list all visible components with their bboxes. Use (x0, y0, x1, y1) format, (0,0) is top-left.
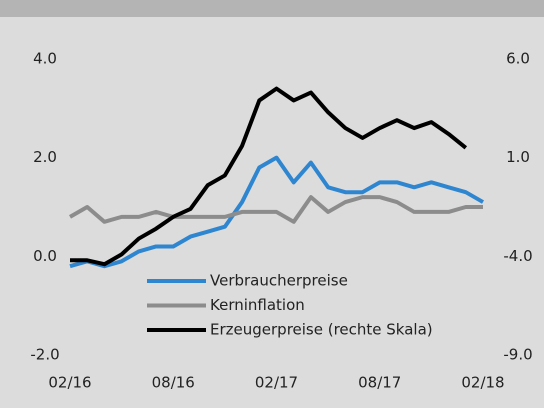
y-tick-label: 2.0 (33, 148, 57, 166)
legend-label: Kerninflation (210, 296, 305, 314)
series-line (70, 86, 468, 267)
y2-tick-label: -9.0 (503, 346, 532, 364)
y2-tick-label: 6.0 (506, 50, 530, 68)
legend-label: Verbraucherpreise (210, 272, 348, 290)
x-tick-label: 08/16 (152, 374, 195, 392)
y-tick-label: 4.0 (33, 50, 57, 68)
y2-tick-label: 1.0 (506, 148, 530, 166)
x-tick-label: 02/18 (461, 374, 504, 392)
y2-tick-label: -4.0 (503, 247, 532, 265)
series-line (69, 155, 484, 269)
y-tick-label: 0.0 (33, 247, 57, 265)
y-tick-label: -2.0 (30, 346, 59, 364)
x-tick-label: 02/16 (48, 374, 91, 392)
x-tick-label: 08/17 (358, 374, 401, 392)
x-tick-label: 02/17 (255, 374, 298, 392)
series-line (69, 195, 483, 224)
legend-label: Erzeugerpreise (rechte Skala) (210, 321, 433, 339)
header-band (0, 0, 544, 17)
